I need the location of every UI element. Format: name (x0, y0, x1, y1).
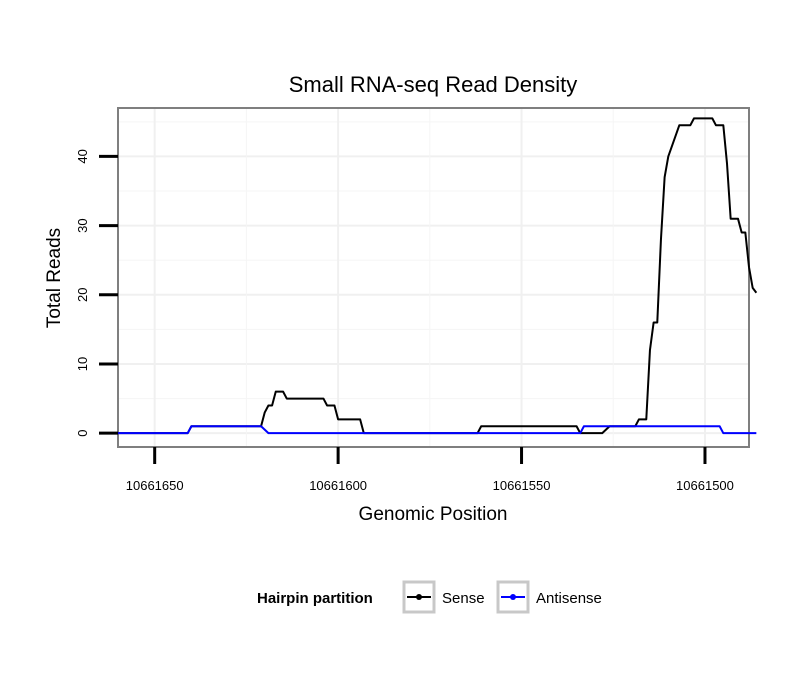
legend-label-sense: Sense (442, 590, 485, 607)
y-tick-label: 10 (75, 357, 90, 371)
x-tick-label: 10661650 (126, 478, 184, 493)
series-line-sense (114, 117, 758, 435)
y-tick-label: 0 (75, 430, 90, 437)
legend-label-antisense: Antisense (536, 590, 602, 607)
chart-title: Small RNA-seq Read Density (289, 72, 578, 97)
legend: Hairpin partition Sense Antisense (257, 580, 602, 614)
plot-panel-border (117, 107, 750, 448)
legend-item-antisense: Antisense (496, 580, 602, 614)
legend-item-sense: Sense (402, 580, 485, 614)
x-axis-ticks: 10661650 10661600 10661550 10661500 (126, 447, 734, 493)
y-tick-label: 20 (75, 288, 90, 302)
legend-title: Hairpin partition (257, 590, 373, 607)
x-axis-title: Genomic Position (359, 504, 508, 525)
y-tick-label: 40 (75, 149, 90, 163)
y-axis-ticks: 0 10 20 30 40 (75, 149, 118, 437)
legend-key-point-antisense (510, 594, 516, 600)
y-tick-label: 30 (75, 218, 90, 232)
x-tick-label: 10661500 (676, 478, 734, 493)
plot-grid (118, 108, 749, 447)
series-layer (114, 117, 758, 435)
legend-key-point-sense (416, 594, 422, 600)
series-line-antisense (114, 425, 757, 435)
x-tick-label: 10661600 (309, 478, 367, 493)
y-axis-title: Total Reads (44, 228, 65, 328)
x-tick-label: 10661550 (493, 478, 551, 493)
